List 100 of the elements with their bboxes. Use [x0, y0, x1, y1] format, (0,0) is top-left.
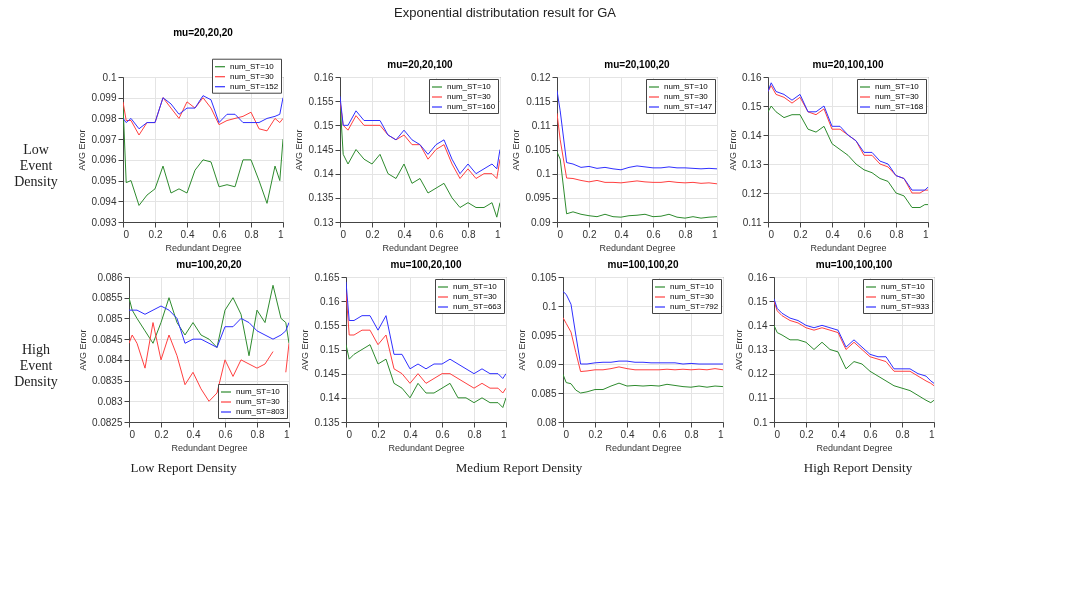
y-tick-label: 0.097 [91, 133, 117, 145]
x-tick-label: 1 [928, 428, 935, 440]
y-tick-label: 0.13 [742, 158, 762, 170]
x-tick-label: 0.6 [857, 228, 872, 240]
legend-label: num_ST=10 [230, 61, 275, 71]
y-tick-label: 0.098 [91, 112, 117, 124]
x-tick-label: 0.6 [218, 428, 233, 440]
x-tick-label: 0 [563, 428, 570, 440]
y-tick-label: 0.08 [537, 416, 557, 428]
y-tick-label: 0.093 [91, 216, 117, 228]
y-tick-label: 0.09 [537, 358, 557, 370]
x-tick-label: 0.8 [678, 228, 693, 240]
x-tick-label: 1 [494, 228, 501, 240]
legend-label: num_ST=152 [230, 81, 279, 91]
y-tick-label: 0.135 [308, 192, 334, 204]
x-tick-label: 0.2 [588, 428, 603, 440]
y-tick-label: 0.115 [526, 95, 551, 107]
y-tick-label: 0.094 [91, 195, 117, 207]
y-tick-label: 0.1 [542, 300, 557, 312]
legend-label: num_ST=933 [881, 302, 930, 311]
chart-title: mu=20,100,100 [812, 59, 884, 70]
y-tick-label: 0.14 [748, 319, 768, 331]
legend-label: num_ST=10 [670, 282, 715, 291]
x-tick-label: 0.6 [212, 228, 227, 240]
x-axis-title: Redundant Degree [382, 242, 459, 253]
y-tick-label: 0.09 [531, 216, 551, 228]
legend-label: num_ST=168 [875, 102, 924, 111]
x-tick-label: 1 [283, 428, 290, 440]
y-tick-label: 0.16 [314, 71, 334, 83]
y-axis-title: AVG Error [517, 329, 528, 371]
y-axis-title: AVG Error [734, 329, 745, 371]
y-tick-label: 0.11 [531, 119, 551, 131]
y-axis-title: AVG Error [77, 129, 88, 171]
x-tick-label: 0.6 [652, 428, 667, 440]
legend-label: num_ST=160 [447, 102, 496, 111]
y-tick-label: 0.12 [742, 187, 762, 199]
legend-label: num_ST=30 [881, 292, 926, 301]
x-tick-label: 0.4 [403, 428, 418, 440]
x-tick-label: 1 [717, 428, 724, 440]
legend-label: num_ST=30 [664, 92, 709, 101]
y-tick-label: 0.086 [97, 271, 123, 283]
legend-label: num_ST=10 [881, 282, 926, 291]
x-tick-label: 1 [277, 228, 284, 240]
y-tick-label: 0.15 [748, 295, 768, 307]
chart-title: mu=100,20,20 [176, 259, 243, 270]
x-tick-label: 0 [774, 428, 781, 440]
y-tick-label: 0.0855 [91, 292, 123, 304]
y-tick-label: 0.13 [314, 216, 334, 228]
chart-title: mu=20,20,100 [387, 59, 454, 70]
x-tick-label: 0 [340, 228, 347, 240]
line-series [563, 291, 723, 365]
y-tick-label: 0.15 [314, 119, 334, 131]
legend-label: num_ST=10 [664, 82, 709, 91]
y-tick-label: 0.13 [748, 344, 768, 355]
legend-label: num_ST=663 [453, 302, 502, 311]
y-tick-label: 0.16 [320, 295, 340, 307]
y-tick-label: 0.145 [308, 144, 334, 155]
x-tick-label: 0.2 [793, 228, 808, 240]
y-tick-label: 0.12 [748, 368, 768, 380]
text: High Event Density [14, 341, 58, 389]
legend-label: num_ST=30 [670, 292, 715, 301]
x-axis-title: Redundant Degree [171, 442, 248, 453]
y-axis-title: AVG Error [728, 129, 739, 171]
x-axis-title: Redundant Degree [605, 442, 682, 453]
x-tick-label: 0.8 [467, 428, 482, 440]
line-series [129, 284, 289, 357]
x-tick-label: 0.8 [684, 428, 699, 440]
y-tick-label: 0.145 [314, 368, 340, 380]
x-tick-label: 0.6 [646, 228, 661, 240]
chart-title: mu=20,100,20 [604, 59, 671, 70]
x-tick-label: 0 [129, 428, 136, 440]
legend-label: num_ST=30 [236, 397, 281, 406]
legend-label: num_ST=792 [670, 302, 719, 311]
line-series [563, 317, 723, 373]
y-tick-label: 0.085 [97, 312, 123, 324]
x-tick-label: 0.8 [889, 228, 904, 240]
chart-title: mu=100,100,20 [607, 259, 679, 270]
x-tick-label: 0.2 [371, 428, 386, 440]
text: Low Report Density [130, 460, 238, 475]
legend-label: num_ST=10 [453, 282, 498, 291]
y-tick-label: 0.14 [742, 129, 762, 141]
y-tick-label: 0.14 [320, 392, 340, 404]
text: Medium Report Density [455, 460, 583, 475]
x-tick-label: 0.4 [825, 228, 840, 240]
chart-title: mu=100,100,100 [815, 259, 893, 270]
y-tick-label: 0.0825 [91, 416, 123, 428]
y-tick-label: 0.135 [314, 416, 340, 428]
line-series [557, 112, 717, 185]
y-tick-label: 0.11 [742, 216, 762, 228]
x-tick-label: 0.4 [620, 428, 635, 440]
line-series [346, 344, 506, 408]
x-tick-label: 0.8 [461, 228, 476, 240]
legend-label: num_ST=10 [236, 387, 281, 396]
line-series [129, 305, 289, 348]
chart-title: mu=100,20,100 [390, 259, 462, 270]
line-series [563, 373, 723, 394]
x-tick-label: 0.4 [180, 228, 195, 240]
x-tick-label: 0.6 [429, 228, 444, 240]
x-tick-label: 0.4 [397, 228, 412, 240]
chart-title: mu=20,20,20 [173, 26, 234, 38]
